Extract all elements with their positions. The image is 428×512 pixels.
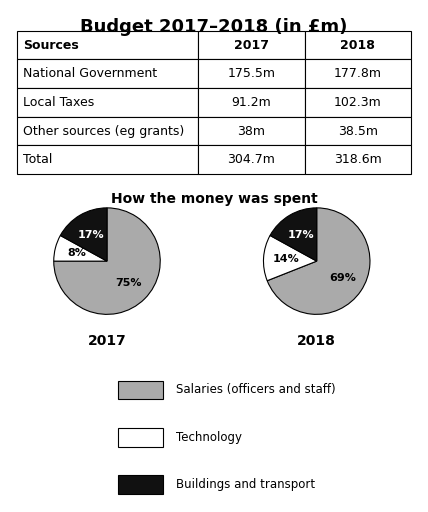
Text: How the money was spent: How the money was spent [110,192,318,206]
Text: Buildings and transport: Buildings and transport [176,478,315,491]
Text: 75%: 75% [116,278,142,288]
Bar [198,31,305,59]
Bar [305,117,411,145]
Text: 38m: 38m [238,124,265,138]
Text: 14%: 14% [273,254,299,264]
Text: 38.5m: 38.5m [338,124,378,138]
Text: Salaries (officers and staff): Salaries (officers and staff) [176,383,336,396]
Wedge shape [270,208,317,261]
Bar [118,475,163,494]
Text: Technology: Technology [176,431,242,444]
Text: 175.5m: 175.5m [227,67,275,80]
Bar [17,117,198,145]
Text: 2018: 2018 [340,38,375,52]
Text: 102.3m: 102.3m [334,96,382,109]
Text: 69%: 69% [329,273,356,284]
Wedge shape [60,208,107,261]
Bar [198,117,305,145]
Text: 8%: 8% [68,248,86,259]
Bar [17,31,198,59]
Text: Total: Total [23,153,52,166]
Bar [305,88,411,117]
Text: 91.2m: 91.2m [232,96,271,109]
Bar [17,59,198,88]
Wedge shape [54,208,160,314]
Bar [198,145,305,174]
Wedge shape [264,236,317,281]
Text: National Government: National Government [23,67,157,80]
Text: Budget 2017–2018 (in £m): Budget 2017–2018 (in £m) [80,18,348,36]
Text: 17%: 17% [288,229,314,240]
Text: Sources: Sources [23,38,79,52]
Text: 318.6m: 318.6m [334,153,382,166]
Text: 2018: 2018 [297,334,336,348]
Bar [305,59,411,88]
Text: 17%: 17% [78,229,104,240]
Wedge shape [267,208,370,314]
Bar [17,88,198,117]
Text: 177.8m: 177.8m [334,67,382,80]
Bar [17,145,198,174]
Bar [118,380,163,399]
Bar [198,88,305,117]
Bar [305,145,411,174]
Bar [198,59,305,88]
Bar [305,31,411,59]
Text: 2017: 2017 [234,38,269,52]
Text: 2017: 2017 [88,334,126,348]
Text: Other sources (eg grants): Other sources (eg grants) [23,124,184,138]
Text: Local Taxes: Local Taxes [23,96,94,109]
Text: 304.7m: 304.7m [227,153,275,166]
Wedge shape [54,236,107,261]
Bar [118,428,163,446]
